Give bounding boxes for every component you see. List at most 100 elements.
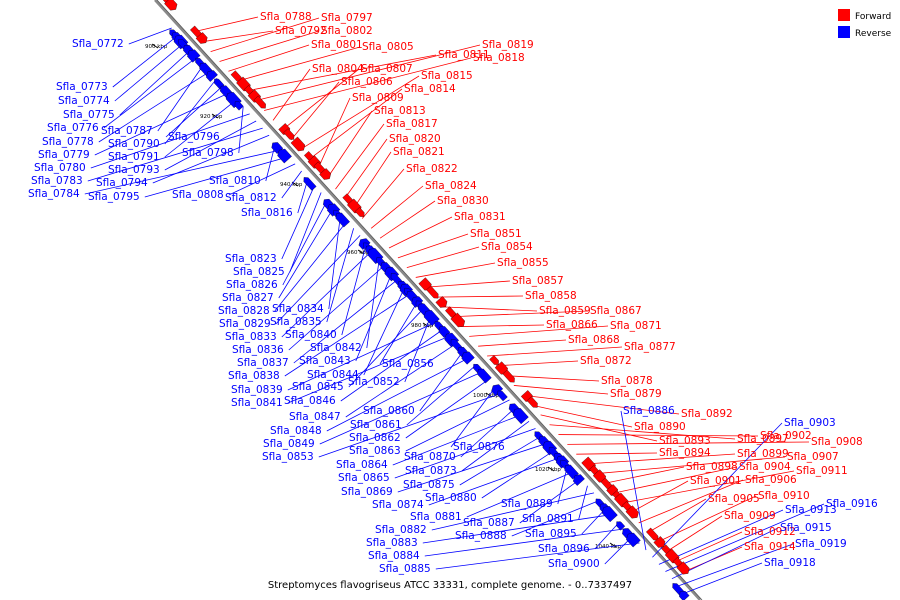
reverse-gene-label: Sfla_0795 [88, 191, 140, 203]
forward-gene-label: Sfla_0908 [811, 436, 863, 448]
reverse-gene-label: Sfla_0842 [310, 342, 362, 354]
forward-connector [513, 385, 609, 395]
reverse-gene-feature [303, 177, 317, 191]
reverse-gene-label: Sfla_0882 [375, 524, 427, 536]
forward-connector [495, 360, 579, 367]
reverse-gene-label: Sfla_0773 [56, 81, 108, 93]
forward-connector [246, 54, 437, 92]
reverse-gene-feature [491, 384, 504, 396]
forward-gene-feature [646, 527, 659, 541]
forward-gene-label: Sfla_0879 [610, 388, 662, 400]
forward-connector [201, 30, 274, 43]
reverse-connector [419, 349, 465, 412]
forward-gene-feature [290, 136, 306, 152]
forward-gene-label: Sfla_0807 [361, 63, 413, 75]
forward-connector [531, 404, 633, 428]
forward-gene-label: Sfla_0851 [470, 228, 522, 240]
reverse-gene-label: Sfla_0810 [209, 175, 261, 187]
label-connectors [84, 16, 825, 594]
forward-connector [478, 339, 567, 347]
reverse-connector [87, 127, 263, 182]
forward-connector [379, 200, 436, 239]
reverse-connector [665, 503, 825, 572]
gene-features [160, 0, 690, 600]
forward-gene-label: Sfla_0909 [724, 510, 776, 522]
reverse-connector [519, 478, 582, 524]
reverse-connector [459, 435, 543, 486]
forward-connector [264, 57, 472, 111]
forward-gene-label: Sfla_0898 [686, 461, 738, 473]
reverse-gene-label: Sfla_0913 [785, 504, 837, 516]
forward-connector [192, 16, 259, 33]
reverse-connector [288, 263, 387, 351]
reverse-gene-label: Sfla_0849 [263, 438, 315, 450]
reverse-connector [144, 156, 289, 198]
forward-connector [656, 495, 757, 543]
legend-label-reverse: Reverse [855, 29, 892, 39]
reverse-gene-label: Sfla_0825 [233, 266, 285, 278]
reverse-gene-label: Sfla_0848 [270, 425, 322, 437]
forward-gene-label: Sfla_0866 [546, 319, 598, 331]
reverse-gene-label: Sfla_0869 [341, 486, 393, 498]
forward-connector [272, 68, 311, 121]
forward-connector [361, 168, 405, 219]
reverse-connector [422, 513, 614, 544]
forward-gene-label: Sfla_0867 [590, 305, 642, 317]
reverse-connector [466, 471, 575, 518]
forward-gene-label: Sfla_0894 [659, 447, 711, 459]
reverse-gene-label: Sfla_0847 [289, 411, 341, 423]
reverse-connector [287, 335, 452, 404]
legend-label-forward: Forward [855, 12, 891, 22]
reverse-connector [481, 449, 556, 499]
reverse-gene-label: Sfla_0862 [349, 432, 401, 444]
forward-gene-label: Sfla_0904 [739, 461, 791, 473]
reverse-gene-label: Sfla_0918 [764, 557, 816, 569]
reverse-gene-label: Sfla_0863 [349, 445, 401, 457]
reverse-connector [341, 242, 367, 336]
reverse-connector [281, 185, 315, 260]
reverse-gene-label: Sfla_0774 [58, 95, 110, 107]
reverse-connector [228, 163, 296, 196]
reverse-gene-label: Sfla_0779 [38, 149, 90, 161]
forward-gene-feature [502, 369, 515, 383]
reverse-connector [289, 192, 322, 273]
reverse-gene-label: Sfla_0784 [28, 188, 80, 200]
reverse-connector [164, 120, 257, 171]
reverse-gene-label: Sfla_0835 [270, 316, 322, 328]
reverse-gene-label: Sfla_0865 [338, 472, 390, 484]
reverse-gene-label: Sfla_0780 [34, 162, 86, 174]
forward-gene-label: Sfla_0897 [737, 433, 789, 445]
forward-connector [317, 97, 351, 170]
reverse-connector [424, 528, 627, 557]
forward-gene-feature [283, 128, 295, 140]
genome-caption: Streptomyces flavogriseus ATCC 33331, co… [268, 580, 632, 591]
forward-connector [415, 262, 496, 278]
forward-connector [620, 470, 795, 504]
reverse-gene-label: Sfla_0900 [548, 558, 600, 570]
reverse-gene-label: Sfla_0887 [463, 517, 515, 529]
reverse-gene-label: Sfla_0852 [348, 376, 400, 388]
forward-gene-label: Sfla_0868 [568, 334, 620, 346]
forward-connector [326, 110, 373, 180]
forward-connector [487, 346, 623, 357]
forward-gene-feature [253, 95, 266, 109]
forward-gene-label: Sfla_0819 [482, 39, 534, 51]
reverse-gene-label: Sfla_0823 [225, 253, 277, 265]
forward-gene-feature [625, 505, 639, 519]
reverse-connector [98, 70, 211, 143]
reverse-connector [405, 399, 510, 452]
forward-connector [219, 30, 320, 62]
reverse-gene-label: Sfla_0874 [372, 499, 424, 511]
forward-gene-label: Sfla_0824 [425, 180, 477, 192]
reverse-connector [594, 521, 621, 550]
reverse-gene-label: Sfla_0833 [225, 331, 277, 343]
reverse-gene-label: Sfla_0834 [272, 303, 324, 315]
forward-connector [540, 414, 658, 442]
reverse-connector [119, 49, 192, 116]
forward-connector [290, 81, 340, 141]
forward-gene-feature [489, 355, 499, 365]
forward-connector [638, 479, 744, 524]
reverse-connector [431, 492, 595, 531]
reverse-gene-label: Sfla_0916 [826, 498, 878, 510]
reverse-connector [435, 542, 640, 570]
